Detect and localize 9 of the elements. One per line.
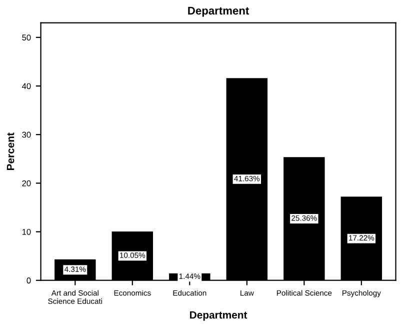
y-tick-label: 20 — [22, 180, 31, 186]
y-tick-label: 40 — [22, 83, 31, 90]
y-tick-label: 50 — [22, 34, 31, 40]
y-axis-title: Percent — [6, 132, 14, 170]
x-axis-title: Department — [190, 311, 248, 321]
y-tick-label: 10 — [22, 228, 31, 235]
y-tick-label: 30 — [22, 132, 31, 138]
chart-title: Department — [188, 6, 250, 17]
y-tick-label: 0 — [26, 278, 31, 284]
